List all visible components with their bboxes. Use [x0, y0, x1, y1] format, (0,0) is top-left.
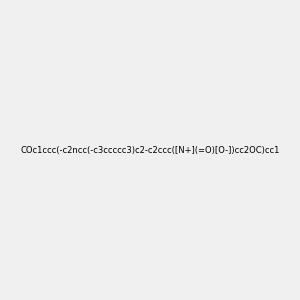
Text: COc1ccc(-c2ncc(-c3ccccc3)c2-c2ccc([N+](=O)[O-])cc2OC)cc1: COc1ccc(-c2ncc(-c3ccccc3)c2-c2ccc([N+](=… — [20, 146, 280, 154]
